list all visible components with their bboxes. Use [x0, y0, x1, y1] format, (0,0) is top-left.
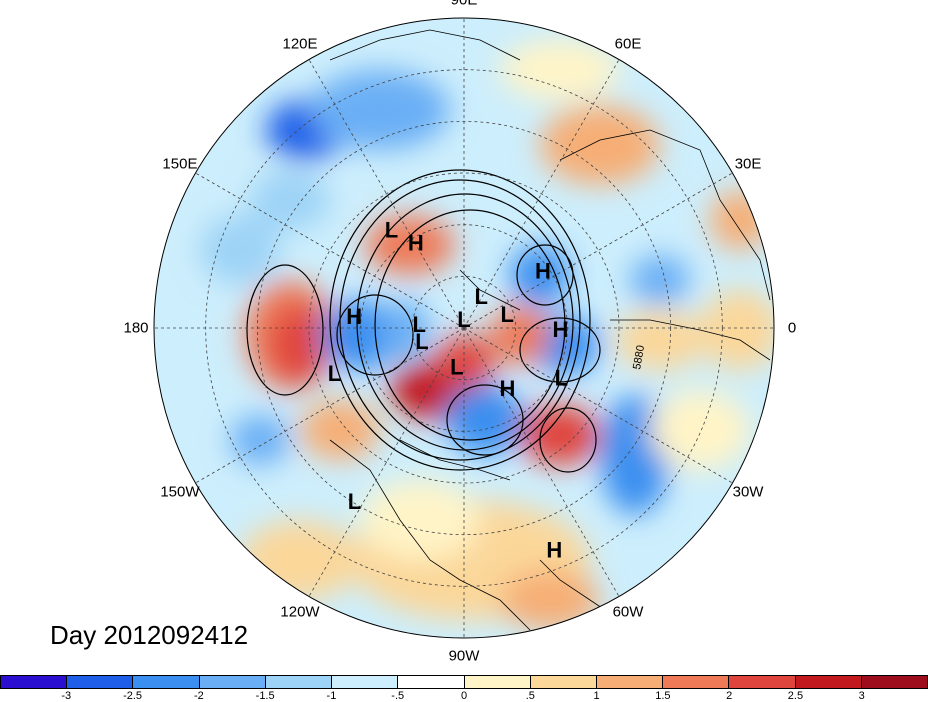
colorbar-ticks: -3 -2.5 -2 -1.5 -1 -.5 0 .5 1 1.5 2 2.5 3 — [0, 690, 928, 702]
low-pressure-marker: L — [555, 366, 568, 391]
height-contours — [246, 169, 601, 473]
colorbar-swatch — [663, 676, 730, 688]
low-pressure-marker: L — [413, 312, 426, 337]
longitude-label: 180 — [123, 319, 149, 337]
colorbar-swatch — [729, 676, 796, 688]
colorbar-tick-label: 0 — [460, 690, 468, 702]
longitude-label: 150W — [160, 483, 200, 501]
colorbar-swatch — [530, 676, 597, 688]
low-pressure-marker: L — [474, 284, 487, 309]
colorbar-tick-label: 1.5 — [655, 690, 671, 702]
colorbar-swatch — [133, 676, 200, 688]
colorbar-tick-label: 1 — [593, 690, 600, 702]
contour-label: 5880 — [631, 344, 647, 370]
colorbar-swatch — [265, 676, 333, 688]
longitude-label: 30E — [734, 155, 762, 173]
low-pressure-marker: L — [415, 329, 428, 354]
longitude-label: 120E — [282, 35, 318, 53]
high-pressure-marker: H — [346, 304, 362, 329]
colorbar-tick-label: -3 — [61, 690, 72, 702]
high-pressure-marker: H — [408, 230, 424, 255]
colorbar-tick-label: -2 — [193, 690, 204, 702]
longitude-label: 90W — [448, 647, 480, 665]
low-pressure-marker: L — [328, 361, 341, 386]
low-pressure-marker: L — [457, 307, 470, 332]
colorbar — [0, 675, 928, 689]
colorbar-swatch — [67, 676, 134, 688]
colorbar-tick-label: -1.5 — [255, 690, 275, 702]
low-pressure-marker: L — [348, 489, 361, 514]
colorbar-swatch — [464, 676, 531, 688]
anomaly-field — [200, 40, 774, 630]
longitude-label: 90E — [450, 0, 478, 9]
high-pressure-marker: H — [546, 537, 562, 562]
lat-lon-grid — [154, 18, 774, 638]
colorbar-tick-label: 2 — [726, 690, 733, 702]
colorbar-tick-label: -2.5 — [123, 690, 143, 702]
colorbar-tick-label: -1 — [326, 690, 337, 702]
colorbar-swatch — [332, 676, 399, 688]
colorbar-swatch — [1, 676, 68, 688]
colorbar-tick-label: 3 — [858, 690, 865, 702]
high-pressure-marker: H — [535, 258, 551, 283]
day-title: Day 2012092412 — [50, 620, 249, 650]
colorbar-tick-label: 2.5 — [787, 690, 804, 702]
colorbar-swatch — [398, 676, 465, 688]
colorbar-swatch — [199, 676, 266, 688]
colorbar-tick-label: -.5 — [391, 690, 405, 702]
longitude-label: 120W — [280, 603, 320, 621]
low-pressure-marker: L — [450, 355, 463, 380]
longitude-label: 60E — [614, 35, 642, 53]
longitude-label: 60W — [612, 603, 644, 621]
longitude-label: 30W — [732, 483, 764, 501]
longitude-label: 0 — [787, 319, 797, 337]
colorbar-swatch — [861, 676, 928, 688]
high-pressure-marker: H — [500, 376, 516, 401]
colorbar-swatch — [596, 676, 664, 688]
low-pressure-marker: L — [501, 302, 514, 327]
colorbar-swatch — [795, 676, 862, 688]
longitude-label: 150E — [162, 155, 198, 173]
high-pressure-marker: H — [552, 317, 568, 342]
map-border — [153, 17, 775, 639]
low-pressure-marker: L — [385, 218, 398, 243]
coastlines — [329, 29, 771, 631]
colorbar-tick-label: .5 — [525, 690, 535, 702]
